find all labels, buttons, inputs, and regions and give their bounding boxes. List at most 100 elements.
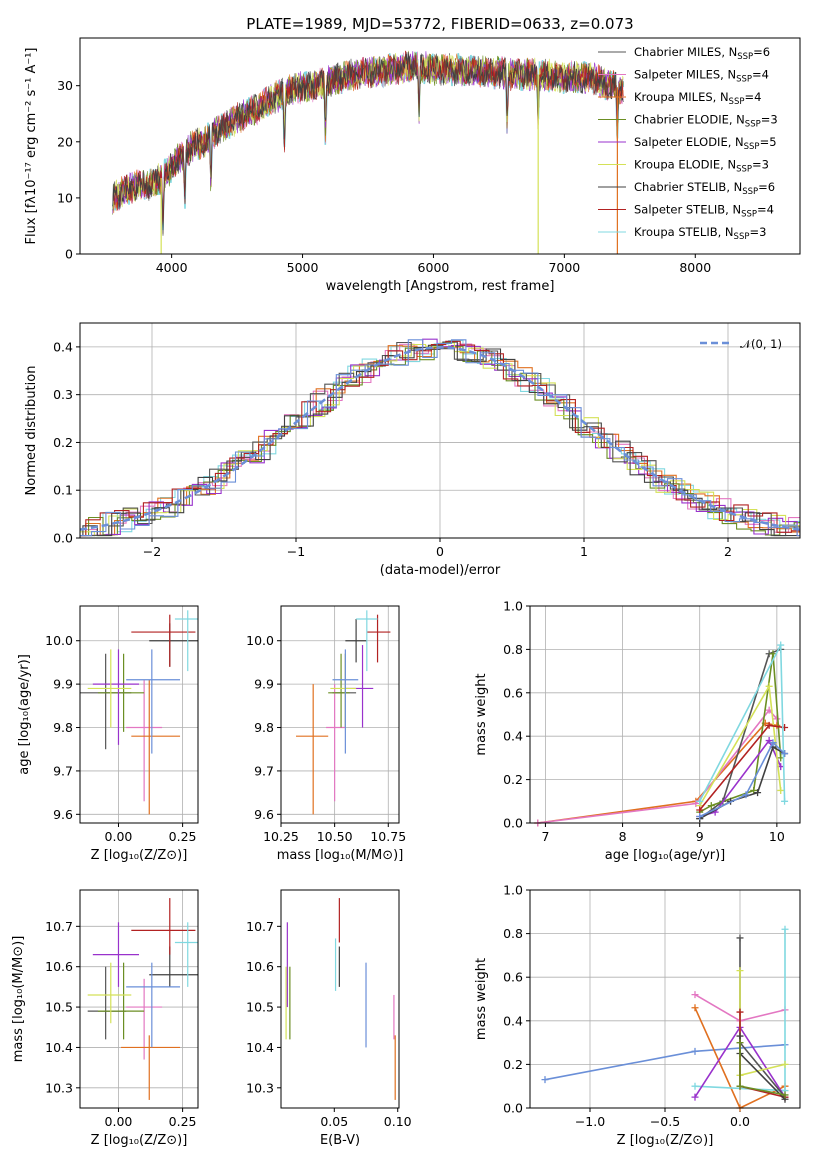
weight-vs-age-marker: [696, 806, 704, 814]
weight-vs-age-y-tick-label: 0.2: [503, 772, 523, 787]
weight-vs-age-marker: [777, 786, 785, 794]
legend-entry: Salpeter STELIB, NSSP=4: [634, 203, 774, 220]
weight-vs-z-y-tick-label: 0.6: [503, 970, 523, 985]
age-vs-mass-point: [345, 619, 367, 663]
mass-vs-z-point: [131, 898, 196, 955]
spectrum-y-tick-label: 0: [65, 247, 73, 262]
legend-entry: Chabrier MILES, NSSP=6: [634, 45, 770, 62]
age-vs-z-point: [131, 614, 196, 667]
mass-vs-z-y-tick-label: 10.7: [45, 919, 73, 934]
age-vs-z-x-axis: 0.00 0.25: [105, 823, 197, 844]
weight-vs-z-y-tick-label: 0.2: [503, 1057, 523, 1072]
age-vs-mass-y-tick-label: 10.0: [246, 633, 274, 648]
weight-vs-age-marker: [754, 789, 762, 797]
spectrum-x-tick-label: 7000: [548, 260, 580, 275]
legend-entry: Chabrier STELIB, NSSP=6: [634, 180, 775, 197]
weight-vs-age-marker: [750, 786, 758, 794]
weight-vs-z-marker: [691, 1004, 699, 1012]
age-vs-mass-y-tick-label: 9.6: [254, 807, 274, 822]
mass-vs-ebv-x-axis-label: E(B-V): [320, 1133, 360, 1148]
age-vs-z-point: [92, 649, 139, 745]
weight-vs-age-x-tick-label: 10: [769, 829, 785, 844]
age-vs-z-y-tick-label: 9.8: [53, 720, 73, 735]
age-vs-mass-x-tick-label: 10.75: [370, 829, 406, 844]
residuals-y-tick-label: 0.4: [53, 339, 73, 354]
weight-vs-z-marker: [541, 1076, 549, 1084]
age-vs-mass-point: [296, 684, 329, 815]
legend-entry: Kroupa ELODIE, NSSP=3: [634, 158, 769, 175]
age-vs-z-y-tick-label: 10.0: [45, 633, 73, 648]
mass-vs-z-x-axis-label: Z [log₁₀(Z/Z⊙)]: [91, 1133, 188, 1148]
weight-vs-z-marker: [691, 1047, 699, 1055]
age-vs-z-y-tick-label: 9.6: [53, 807, 73, 822]
weight-vs-z-y-axis-label: mass weight: [474, 958, 489, 1040]
weight-vs-z-panel: −1.0 −0.5 0.0 0.0 0.2 0.4 0.6 0.8 1.0 Z [log₁₀(Z/…: [474, 883, 801, 1148]
weight-vs-z-marker: [781, 1060, 789, 1068]
residuals-y-axis-label: Normed distribution: [24, 366, 39, 496]
age-vs-mass-y-axis: 9.6 9.7 9.8 9.9 10.0: [246, 633, 281, 822]
age-vs-z-point: [126, 679, 163, 802]
mass-vs-z-point: [121, 1035, 181, 1100]
age-vs-mass-point: [366, 614, 391, 663]
weight-vs-z-x-axis-label: Z [log₁₀(Z/Z⊙)]: [617, 1133, 714, 1148]
mass-vs-ebv-y-axis: 10.3 10.4 10.5 10.6 10.7: [246, 919, 281, 1095]
mass-vs-ebv-y-tick-label: 10.4: [246, 1040, 274, 1055]
weight-vs-age-x-axis-label: age [log₁₀(age/yr)]: [605, 848, 726, 863]
age-vs-z-point: [87, 649, 132, 728]
weight-vs-age-x-axis: 7 8 9 10: [541, 823, 785, 844]
spectrum-frame: [79, 37, 801, 255]
weight-vs-age-marker: [765, 721, 773, 729]
age-vs-mass-point: [356, 610, 378, 672]
normal-curve: [79, 346, 801, 531]
legend-entry: Salpeter ELODIE, NSSP=5: [634, 135, 777, 152]
legend-entry: 𝒩(0, 1): [740, 337, 782, 351]
legend-entry: Chabrier ELODIE, NSSP=3: [634, 113, 778, 130]
residuals-x-tick-label: 0: [436, 544, 444, 559]
weight-vs-z-marker: [736, 1082, 744, 1090]
mass-vs-z-point: [87, 962, 132, 1024]
weight-vs-z-marker: [691, 991, 699, 999]
weight-vs-age-y-axis-label: mass weight: [474, 673, 489, 755]
residual-histogram-7: [80, 341, 800, 537]
age-vs-z-point: [126, 649, 181, 754]
weight-vs-age-x-tick-label: 8: [619, 829, 627, 844]
weight-vs-age-marker: [777, 641, 785, 649]
spectrum-y-tick-label: 30: [57, 78, 73, 93]
age-vs-z-x-tick-label: 0.25: [169, 829, 197, 844]
weight-vs-age-y-tick-label: 0.6: [503, 685, 523, 700]
age-vs-z-y-axis: 9.6 9.7 9.8 9.9 10.0: [45, 633, 80, 822]
age-vs-z-point: [131, 679, 181, 815]
weight-vs-age-marker: [781, 797, 789, 805]
weight-vs-z-marker: [736, 1039, 744, 1047]
weight-vs-age-y-tick-label: 1.0: [503, 599, 523, 614]
age-vs-mass-frame: [280, 605, 400, 824]
residuals-y-tick-label: 0.0: [53, 531, 73, 546]
weight-vs-z-marker: [691, 1093, 699, 1101]
weight-vs-age-series-1: [537, 722, 778, 824]
spectrum-y-axis: 0 10 20 30: [57, 78, 80, 262]
spectrum-x-tick-label: 6000: [418, 260, 450, 275]
residuals-x-tick-label: −2: [143, 544, 161, 559]
residuals-legend: 𝒩(0, 1): [700, 337, 782, 351]
spectrum-legend: Chabrier MILES, NSSP=6 Salpeter MILES, NS…: [598, 45, 778, 242]
age-vs-z-y-tick-label: 9.7: [53, 763, 73, 778]
weight-vs-age-marker: [765, 682, 773, 690]
weight-vs-z-marker: [781, 1091, 789, 1099]
weight-vs-z-marker: [736, 1008, 744, 1016]
residuals-x-tick-label: 2: [724, 544, 732, 559]
spectrum-panel: 4000 5000 6000 7000 8000 0 10 20 30 wavelength [A…: [24, 15, 801, 294]
mass-vs-ebv-frame: [280, 889, 400, 1109]
weight-vs-z-marker: [691, 1082, 699, 1090]
weight-vs-z-marker: [781, 925, 789, 933]
weight-vs-age-marker: [765, 737, 773, 745]
weight-vs-z-x-tick-label: 0.0: [730, 1114, 750, 1129]
weight-vs-z-x-tick-label: −0.5: [650, 1114, 680, 1129]
weight-vs-age-marker: [781, 750, 789, 758]
residuals-x-axis-label: (data-model)/error: [380, 563, 501, 578]
residuals-frame: [79, 322, 801, 539]
residuals-x-tick-label: 1: [580, 544, 588, 559]
mass-vs-ebv-y-tick-label: 10.5: [246, 1000, 274, 1015]
mass-vs-z-point: [126, 962, 181, 1048]
mass-vs-ebv-y-tick-label: 10.3: [246, 1080, 274, 1095]
mass-vs-z-x-tick-label: 0.25: [169, 1114, 197, 1129]
